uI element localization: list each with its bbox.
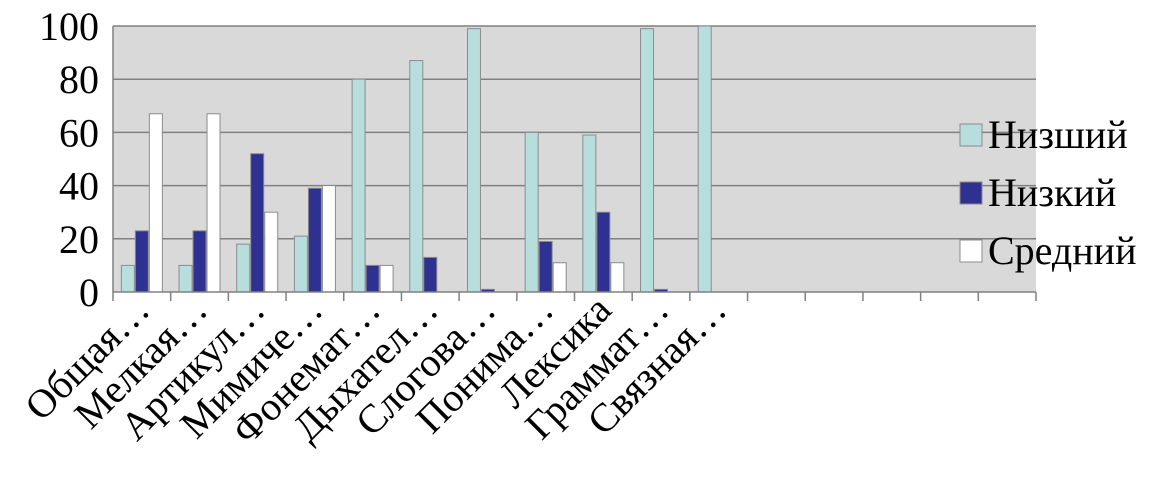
bar-Низкий (307, 187, 322, 293)
bar-Средний (148, 113, 163, 293)
bar-Низкий (423, 256, 438, 293)
bar-Низший (524, 131, 539, 293)
bar-Низший (582, 134, 597, 293)
bar-Низший (409, 60, 424, 293)
bar-Средний (264, 211, 279, 293)
bar-Низший (466, 28, 481, 293)
y-tick-labels: 0 20 40 60 80 100 (39, 4, 99, 315)
y-tick-label: 80 (59, 57, 99, 102)
bar-Низкий (250, 153, 265, 293)
y-tick-label: 0 (79, 270, 99, 315)
bar-Низший (697, 25, 712, 293)
bar-Средний (552, 262, 567, 293)
legend-swatch-Средний (959, 239, 983, 263)
category-labels: Общая…Мелкая…Артикул…Мимиче…Фонемат…Дыха… (16, 286, 735, 452)
y-tick-label: 40 (59, 164, 99, 209)
bar-Средний (379, 264, 394, 293)
legend: Низший Низкий Средний (959, 112, 1136, 273)
legend-label: Средний (988, 228, 1136, 273)
bar-Низкий (596, 211, 611, 293)
bar-Низший (640, 28, 655, 293)
bar-Низкий (134, 230, 149, 293)
y-tick-label: 20 (59, 217, 99, 262)
legend-label: Низший (988, 112, 1128, 157)
bar-Средний (321, 185, 336, 293)
bar-Низший (236, 243, 251, 293)
bar-Низший (293, 235, 308, 293)
bar-Средний (610, 262, 625, 293)
legend-swatch-Низкий (959, 181, 983, 205)
y-tick-label: 100 (39, 4, 99, 49)
bar-Низкий (192, 230, 207, 293)
bar-Низкий (365, 264, 380, 293)
legend-swatch-Низший (959, 123, 983, 147)
legend-label: Низкий (988, 170, 1116, 215)
bar-Низкий (538, 240, 553, 293)
y-tick-label: 60 (59, 110, 99, 155)
axes (112, 26, 1037, 301)
bar-Средний (206, 113, 221, 293)
bar-Низший (351, 78, 366, 293)
